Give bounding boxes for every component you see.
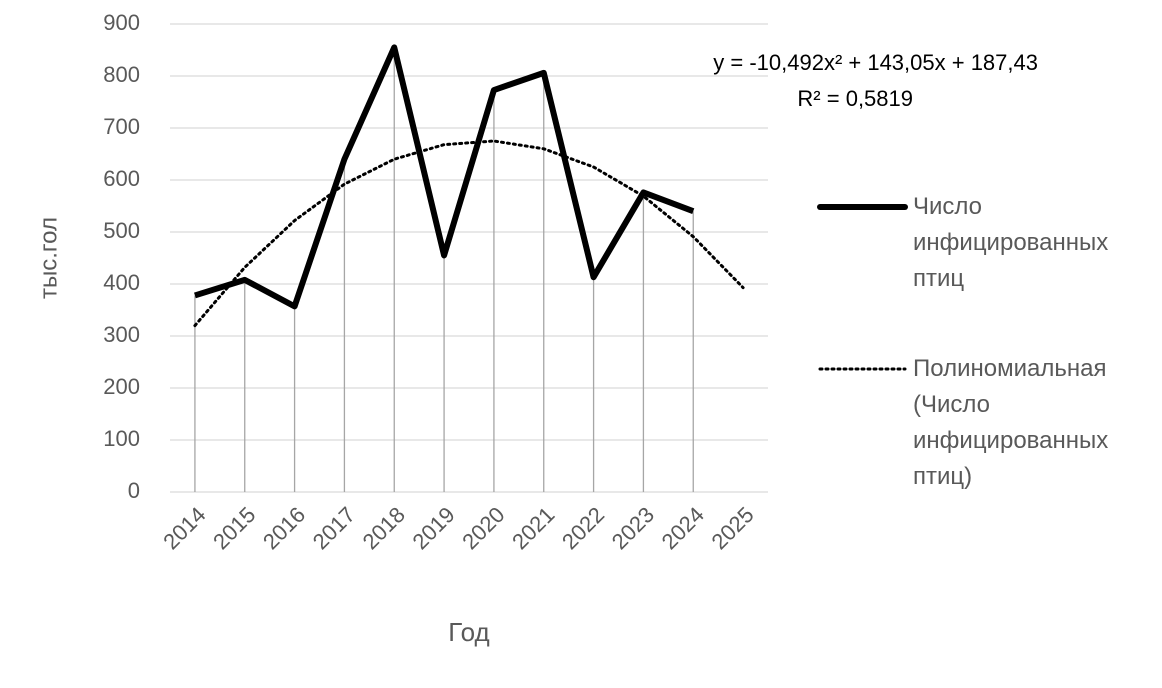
x-tick-label: 2021 (507, 502, 559, 554)
y-tick-label: 400 (103, 270, 140, 295)
y-tick-label: 0 (128, 478, 140, 503)
legend-label: Число инфицированных птиц (913, 193, 1109, 292)
x-tick-label: 2022 (557, 502, 609, 554)
x-tick-label: 2020 (457, 502, 509, 554)
y-tick-label: 800 (103, 62, 140, 87)
y-tick-label: 100 (103, 426, 140, 451)
y-tick-label: 700 (103, 114, 140, 139)
x-tick-label: 2014 (158, 502, 210, 554)
x-tick-label: 2015 (208, 502, 260, 554)
legend-label: Полиномиальная (Число инфицированных пти… (913, 355, 1109, 490)
trend-line (193, 139, 745, 328)
x-tick-label: 2025 (706, 502, 758, 554)
y-tick-label: 300 (103, 322, 140, 347)
x-tick-label: 2017 (308, 502, 360, 554)
x-tick-label: 2016 (258, 502, 310, 554)
trendline-equation: y = -10,492x² + 143,05x + 187,43 (713, 50, 1038, 75)
x-tick-label: 2019 (407, 502, 459, 554)
y-axis-title: тыс.гол (35, 217, 62, 299)
x-tick-label: 2018 (358, 502, 410, 554)
y-tick-label: 600 (103, 166, 140, 191)
y-tick-label: 200 (103, 374, 140, 399)
x-tick-label: 2023 (607, 502, 659, 554)
y-tick-label: 500 (103, 218, 140, 243)
x-tick-label: 2024 (657, 502, 709, 554)
x-axis-title: Год (448, 617, 489, 647)
trendline-r2: R² = 0,5819 (797, 86, 913, 111)
series-line (194, 44, 695, 310)
y-tick-label: 900 (103, 10, 140, 35)
